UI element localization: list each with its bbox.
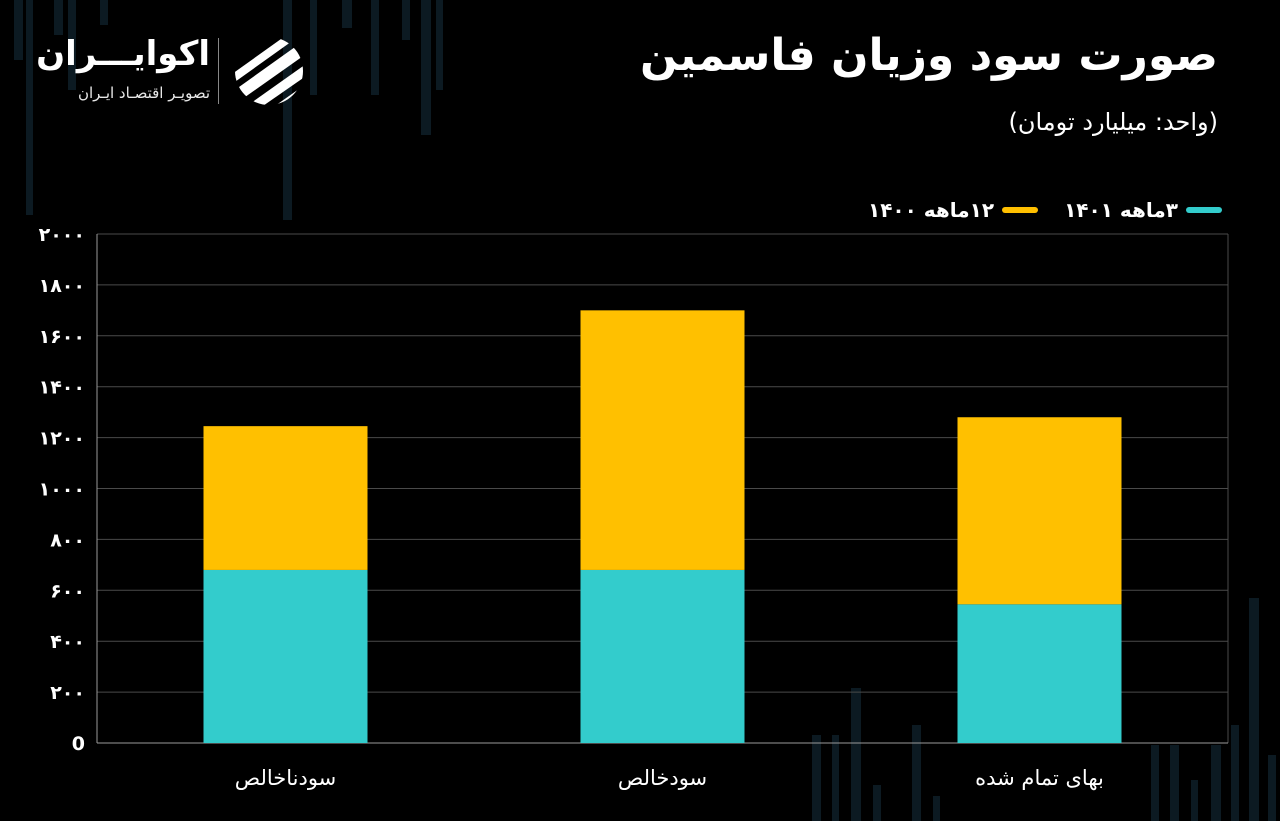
y-tick-label: ۲۰۰ (50, 682, 85, 704)
legend-swatch-q1401 (1186, 207, 1222, 213)
bar-segment-y1400 (580, 310, 745, 570)
bar-segment-y1400 (957, 417, 1122, 605)
legend-swatch-y1400 (1002, 207, 1039, 213)
x-category-label: سودناخالص (235, 766, 337, 790)
legend-label-y1400: ۱۲ماهه ۱۴۰۰ (867, 198, 995, 222)
bar-segment-q1401 (203, 569, 368, 743)
y-tick-label: ۸۰۰ (50, 529, 85, 551)
logo-tagline: تصویـر اقتصـاد ایـران (77, 84, 210, 102)
bar-segment-q1401 (957, 604, 1122, 743)
y-tick-label: ۲۰۰۰ (39, 224, 85, 246)
y-tick-label: ۱۲۰۰ (39, 428, 85, 450)
legend-item-q1401: ۳ماهه ۱۴۰۱ (1064, 198, 1222, 222)
chart-legend: ۳ماهه ۱۴۰۱ ۱۲ماهه ۱۴۰۰ (868, 198, 1222, 222)
bar-segment-q1401 (580, 569, 745, 743)
logo: اکوایـــران تصویـر اقتصـاد ایـران (36, 30, 320, 110)
y-tick-label: ۱۶۰۰ (39, 326, 85, 348)
logo-mark-icon (235, 37, 303, 105)
y-tick-label: ۱۸۰۰ (39, 275, 85, 297)
y-tick-label: 0 (72, 733, 85, 755)
y-tick-label: ۱۰۰۰ (39, 479, 85, 501)
y-tick-label: ۴۰۰ (50, 631, 85, 653)
x-category-label: بهای تمام شده (975, 766, 1104, 790)
logo-name: اکوایـــران (36, 34, 210, 74)
y-tick-label: ۱۴۰۰ (39, 377, 85, 399)
x-category-label: سودخالص (618, 766, 707, 790)
bar-segment-y1400 (203, 426, 368, 570)
legend-label-q1401: ۳ماهه ۱۴۰۱ (1064, 198, 1178, 222)
page-title: صورت سود وزیان فاسمین (640, 30, 1218, 81)
page-subtitle: (واحد: میلیارد تومان) (1008, 108, 1218, 136)
logo-separator (218, 38, 219, 104)
legend-item-y1400: ۱۲ماهه ۱۴۰۰ (867, 198, 1039, 222)
y-tick-label: ۶۰۰ (50, 580, 85, 602)
